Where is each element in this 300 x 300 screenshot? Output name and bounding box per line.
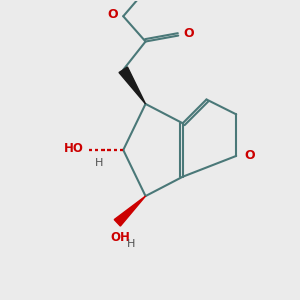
Text: HO: HO	[64, 142, 84, 155]
Polygon shape	[114, 196, 146, 226]
Text: H: H	[95, 158, 104, 168]
Text: O: O	[184, 27, 194, 40]
Text: H: H	[127, 239, 135, 249]
Text: O: O	[244, 149, 255, 162]
Text: OH: OH	[110, 231, 130, 244]
Polygon shape	[119, 67, 146, 104]
Text: O: O	[107, 8, 118, 21]
